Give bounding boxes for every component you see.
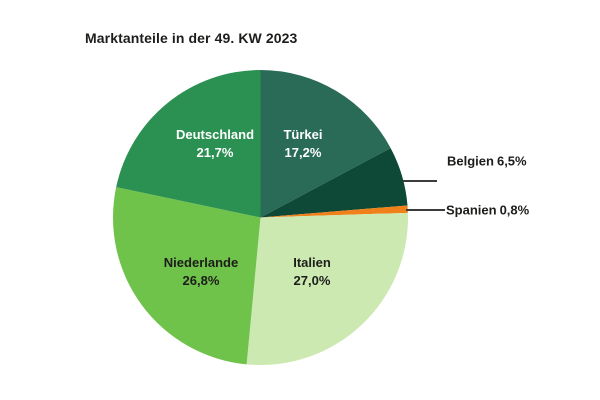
slice-value: 0,8%	[499, 202, 530, 218]
slice-value: 6,5%	[496, 153, 527, 169]
spanien-leader-line	[406, 209, 445, 211]
pie-slice-niederlande	[113, 187, 261, 365]
slice-name: Belgien	[447, 153, 494, 169]
slice-label-belgien: Belgien 6,5%	[447, 154, 527, 169]
chart-title: Marktanteile in der 49. KW 2023	[85, 30, 298, 46]
slice-label-spanien: Spanien 0,8%	[446, 203, 529, 218]
slice-name: Spanien	[446, 202, 497, 218]
pie-slice-deutschland	[116, 70, 261, 218]
pie-slice-belgien	[260, 148, 408, 218]
pie-slice-italien	[246, 212, 409, 366]
belgien-leader-line	[403, 180, 437, 182]
pie-slice-spanien	[260, 205, 408, 218]
pie-slice-tuerkei	[260, 69, 391, 218]
